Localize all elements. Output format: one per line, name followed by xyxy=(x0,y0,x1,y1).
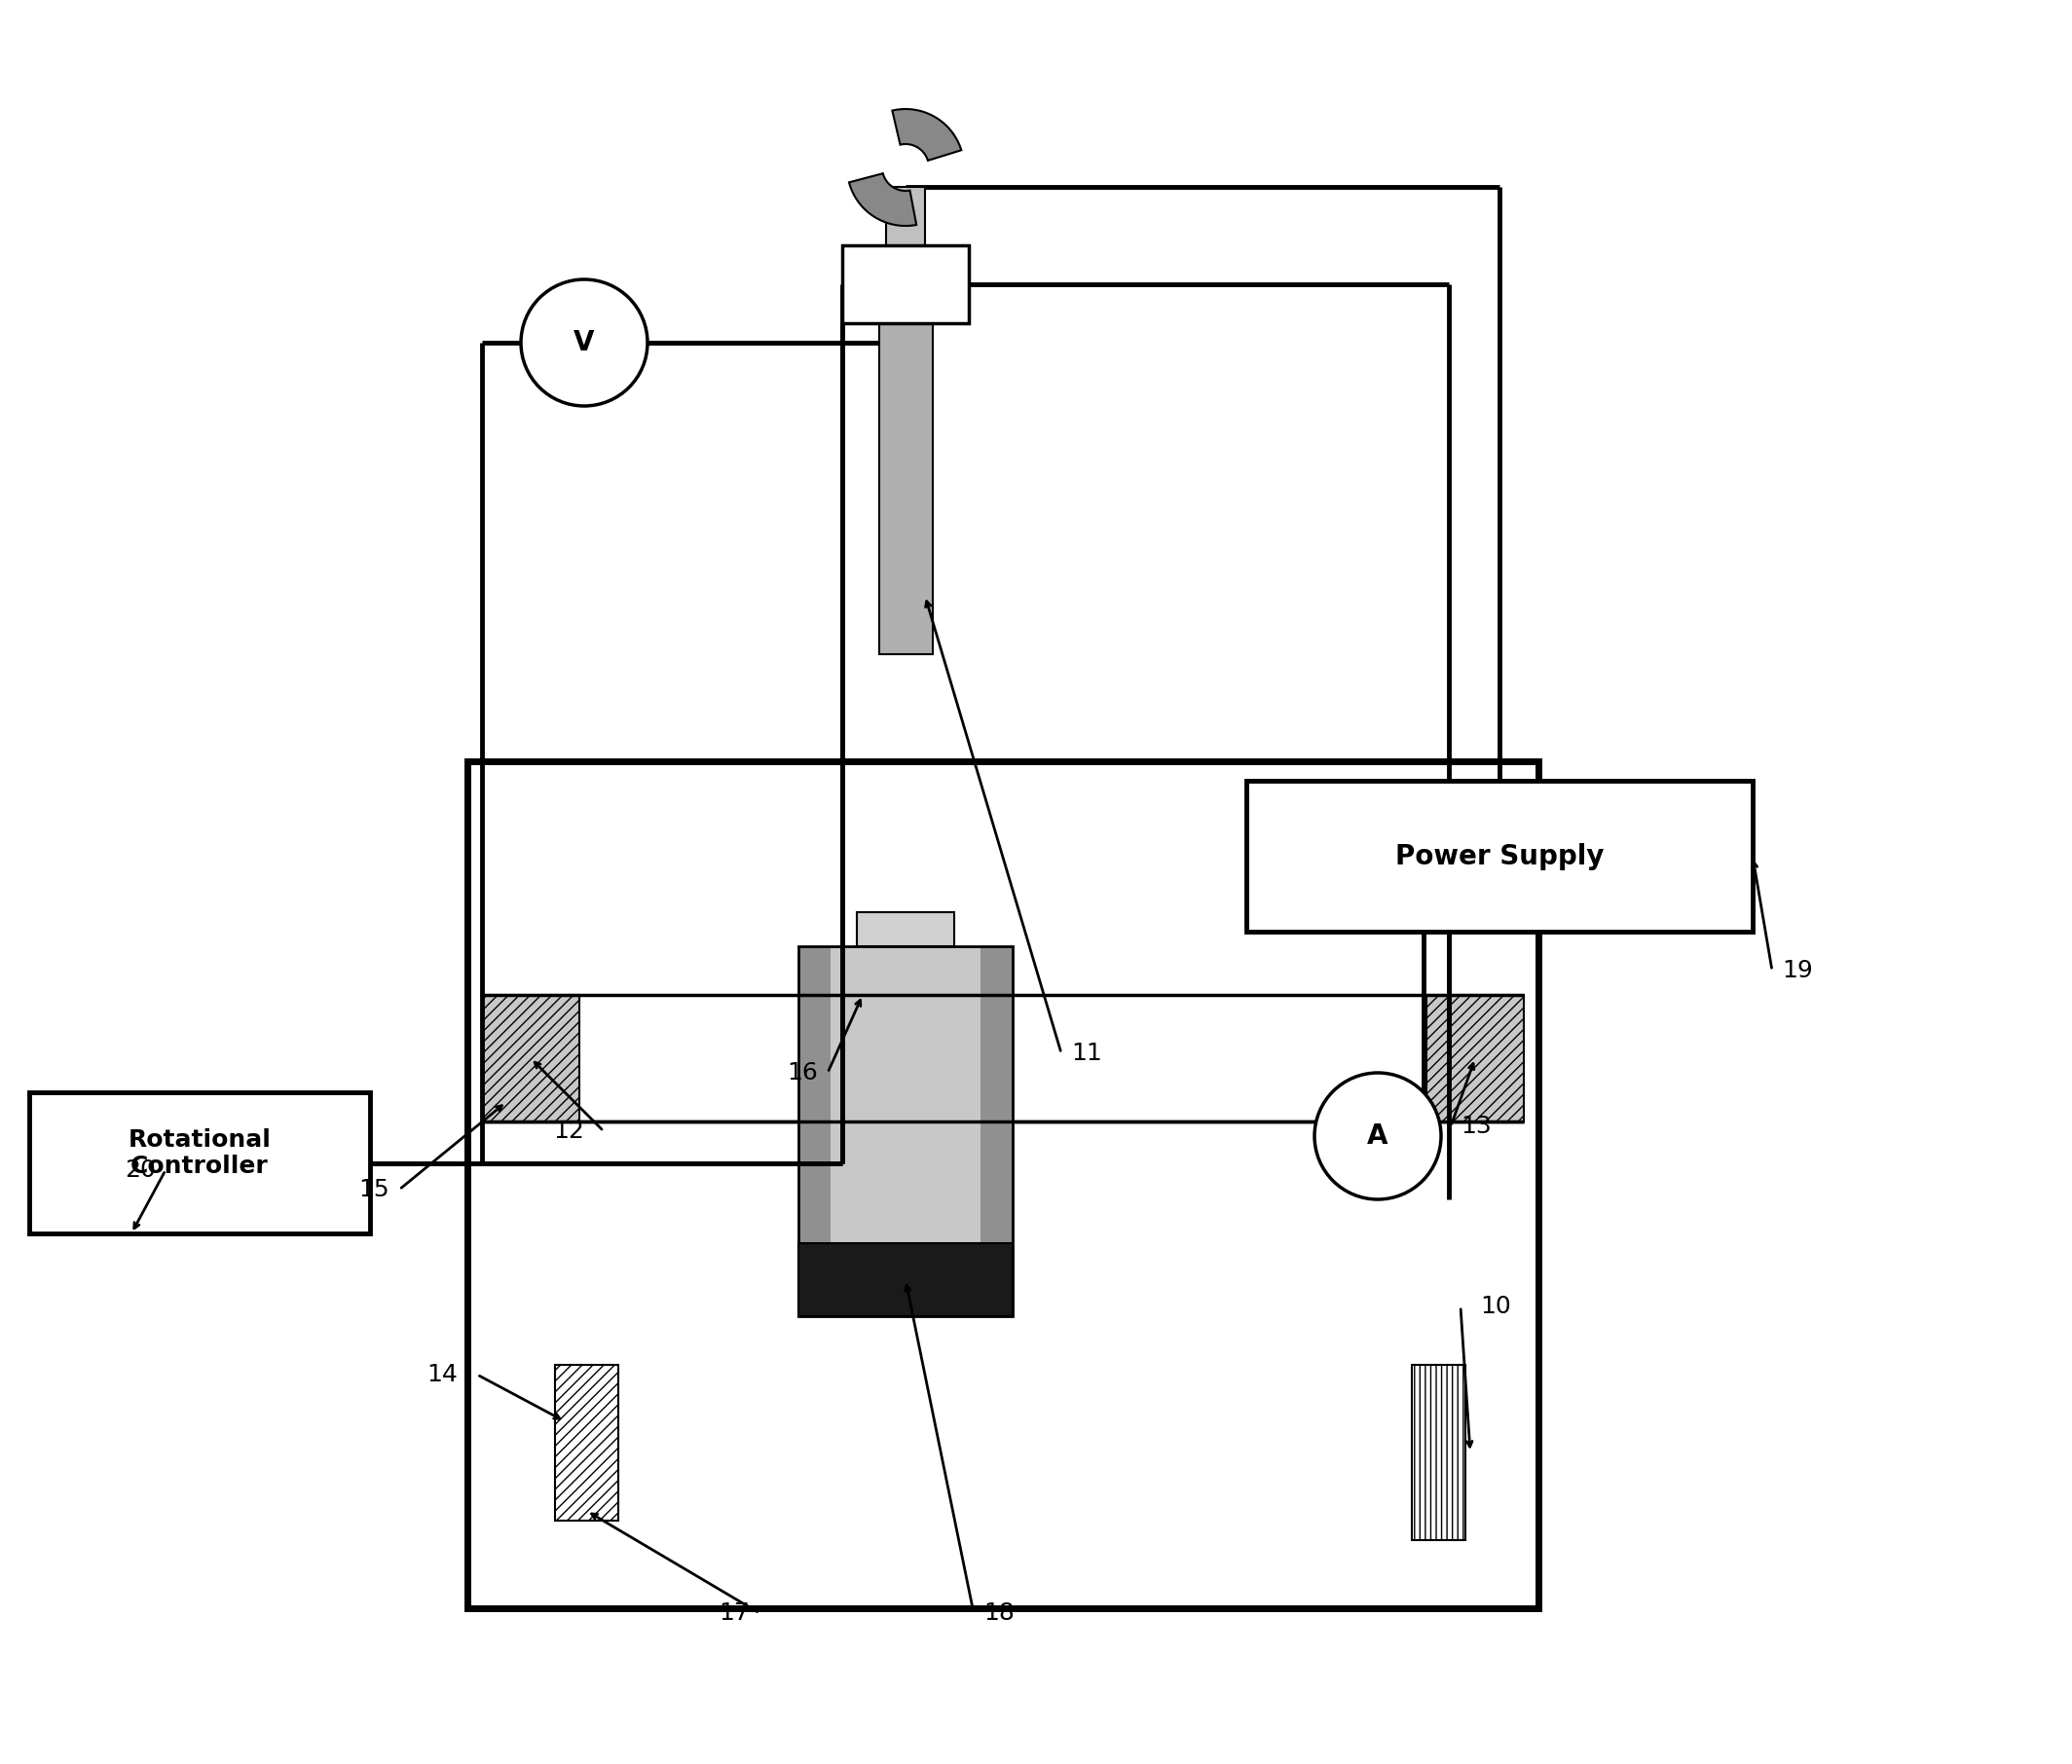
Bar xyxy=(831,946,980,1316)
Text: 19: 19 xyxy=(1782,960,1813,983)
Text: 14: 14 xyxy=(427,1364,458,1387)
Text: 18: 18 xyxy=(984,1602,1015,1625)
Bar xyxy=(1247,781,1753,931)
Bar xyxy=(798,946,1013,1316)
Text: 13: 13 xyxy=(1461,1115,1492,1138)
Text: 17: 17 xyxy=(719,1602,750,1625)
Bar xyxy=(555,1365,617,1521)
Bar xyxy=(887,187,924,323)
Bar xyxy=(879,323,932,654)
Text: 15: 15 xyxy=(358,1178,390,1201)
Bar xyxy=(483,995,580,1122)
Bar xyxy=(29,1092,371,1233)
Text: 20: 20 xyxy=(124,1159,155,1182)
Bar xyxy=(980,946,1013,1316)
Bar xyxy=(798,1244,1013,1316)
Text: A: A xyxy=(1368,1122,1388,1150)
Text: 12: 12 xyxy=(553,1120,584,1143)
Text: 11: 11 xyxy=(1071,1043,1102,1065)
Text: Power Supply: Power Supply xyxy=(1394,843,1604,870)
Circle shape xyxy=(1314,1073,1440,1200)
Text: 10: 10 xyxy=(1479,1295,1510,1318)
Text: V: V xyxy=(574,330,595,356)
Text: 16: 16 xyxy=(787,1062,818,1085)
Bar xyxy=(1426,995,1523,1122)
Bar xyxy=(468,762,1537,1609)
Bar xyxy=(858,912,955,946)
Bar xyxy=(798,946,831,1316)
Circle shape xyxy=(520,279,646,406)
Bar xyxy=(483,995,1523,1122)
Text: Rotational
Controller: Rotational Controller xyxy=(128,1127,271,1178)
Bar xyxy=(483,1122,1523,1551)
Polygon shape xyxy=(850,173,916,226)
Bar xyxy=(1411,1365,1465,1540)
Polygon shape xyxy=(893,109,961,161)
Bar xyxy=(841,245,970,323)
